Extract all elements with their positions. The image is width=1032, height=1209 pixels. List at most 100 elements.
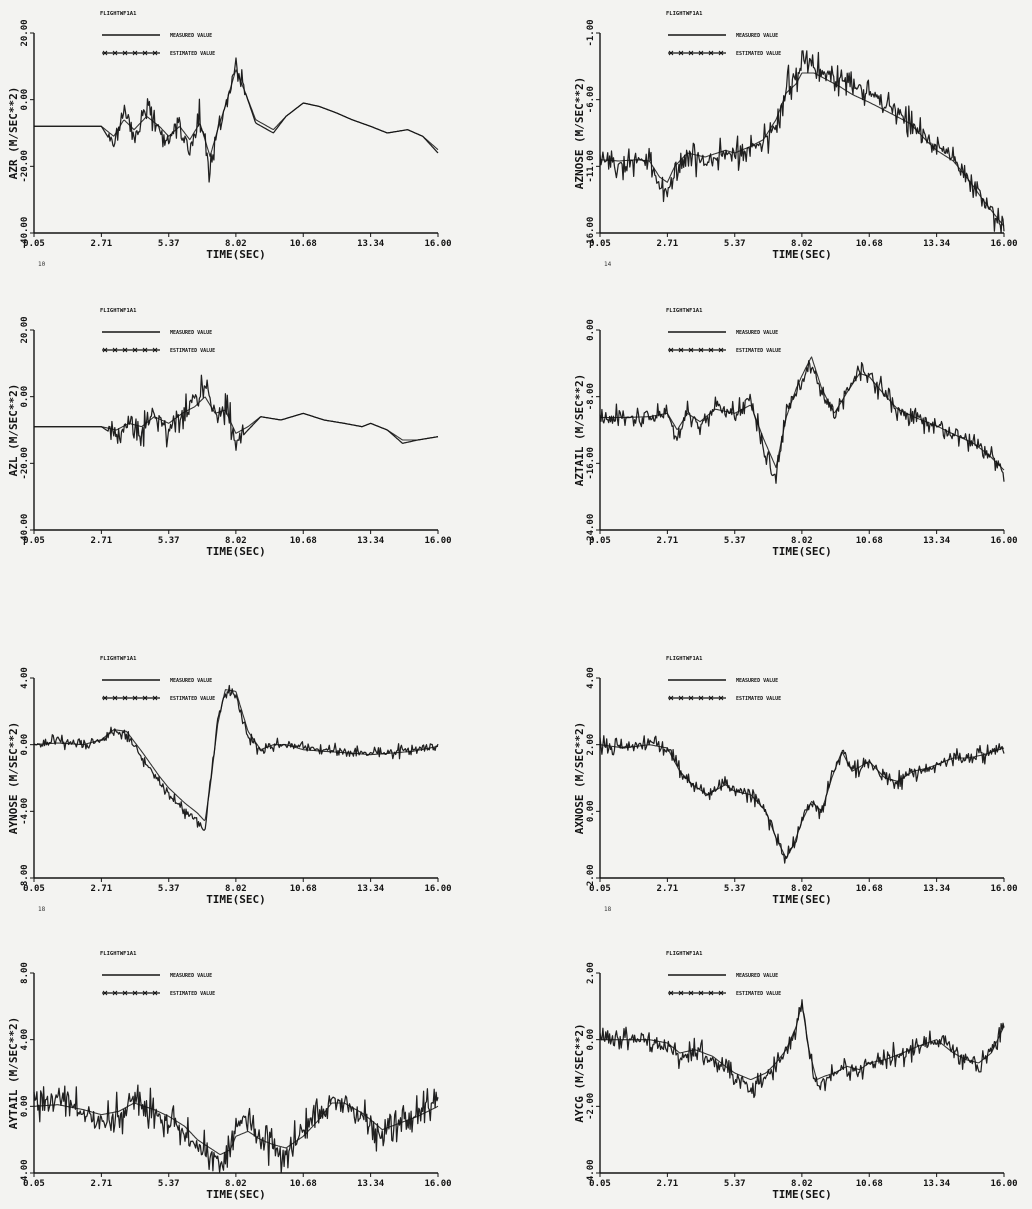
legend-estimated-marker	[688, 990, 694, 996]
legend-estimated-marker	[132, 990, 138, 996]
y-axis-label: AXNOSE (M/SEC**2)	[573, 722, 586, 835]
x-tick-label: 0.05	[589, 884, 611, 894]
x-tick-label: 0.05	[23, 239, 45, 249]
x-tick-label: 8.02	[791, 884, 813, 894]
legend-estimated-marker	[102, 695, 108, 701]
legend-estimated-marker	[132, 695, 138, 701]
x-tick-label: 0.05	[23, 884, 45, 894]
y-tick-label: -2.00	[586, 864, 596, 891]
x-tick-label: 10.68	[856, 536, 883, 546]
x-tick-label: 10.68	[856, 1179, 883, 1189]
y-tick-label: -4.00	[20, 798, 30, 825]
legend-estimated-marker	[112, 695, 118, 701]
y-tick-label: 0.00	[586, 800, 596, 822]
chart-svg-aytail: 0.05 2.71 5.37 8.02 10.68 13.34 16.00 TIME(SEC)…	[7, 951, 452, 1201]
legend-estimated-label: ESTIMATED VALUE	[170, 51, 215, 57]
series-measured-line	[34, 374, 439, 451]
y-axis-label: AZR (M/SEC**2)	[7, 87, 20, 180]
x-axis-label: TIME(SEC)	[772, 545, 832, 558]
legend-estimated-marker	[708, 695, 714, 701]
chart-panel-azl: 0.05 2.71 5.37 8.02 10.68 13.34 16.00 TIME(SEC)…	[0, 297, 460, 562]
series-estimated-line	[34, 1102, 439, 1155]
legend-estimated-marker	[102, 990, 108, 996]
x-tick-label: 0.05	[589, 1179, 611, 1189]
legend-estimated-marker	[152, 50, 158, 56]
chart-panel-axnose: 0.05 2.71 5.37 8.02 10.68 13.34 16.00 TIME(SEC)…	[566, 645, 1026, 913]
legend-estimated-marker	[142, 695, 148, 701]
x-tick-label: 13.34	[357, 239, 385, 249]
y-axis-label: AYTAIL (M/SEC**2)	[7, 1017, 20, 1130]
legend-estimated-marker	[132, 347, 138, 353]
series-measured-line	[599, 50, 1005, 234]
x-tick-label: 13.34	[357, 536, 385, 546]
x-axis-label: TIME(SEC)	[772, 893, 832, 906]
chart-svg-aznose: 0.05 2.71 5.37 8.02 10.68 13.34 16.00 TIME(SEC)…	[573, 11, 1018, 268]
legend-measured-label: MEASURED VALUE	[736, 330, 778, 336]
legend-estimated-marker	[112, 347, 118, 353]
x-axis-label: TIME(SEC)	[206, 545, 266, 558]
legend-estimated-label: ESTIMATED VALUE	[170, 348, 215, 354]
legend-estimated-marker	[678, 990, 684, 996]
y-tick-label: -40.00	[20, 217, 30, 250]
y-tick-label: 0.00	[20, 386, 30, 408]
x-tick-label: 5.37	[724, 239, 746, 249]
x-tick-label: 16.00	[990, 536, 1017, 546]
y-axis-label: AZNOSE (M/SEC**2)	[573, 77, 586, 190]
x-axis-label: TIME(SEC)	[206, 1188, 266, 1201]
legend-estimated-label: ESTIMATED VALUE	[736, 991, 781, 997]
x-tick-label: 0.05	[23, 536, 45, 546]
legend-estimated-marker	[718, 50, 724, 56]
legend-title: FLIGHTWF1A1	[666, 951, 703, 957]
legend-measured-label: MEASURED VALUE	[736, 33, 778, 39]
y-tick-label: 0.00	[20, 1095, 30, 1117]
x-tick-label: 5.37	[158, 884, 180, 894]
legend-estimated-label: ESTIMATED VALUE	[736, 696, 781, 702]
x-tick-label: 2.71	[657, 1179, 679, 1189]
legend-estimated-marker	[122, 695, 128, 701]
x-tick-label: 16.00	[424, 884, 451, 894]
x-tick-label: 0.05	[23, 1179, 45, 1189]
x-tick-label: 16.00	[990, 1179, 1017, 1189]
chart-svg-aztail: 0.05 2.71 5.37 8.02 10.68 13.34 16.00 TIME(SEC)…	[573, 308, 1018, 558]
series-measured-line	[33, 684, 439, 831]
legend-estimated-marker	[122, 50, 128, 56]
chart-panel-aycg: 0.05 2.71 5.37 8.02 10.68 13.34 16.00 TIME(SEC)…	[566, 940, 1026, 1205]
y-tick-label: 4.00	[20, 1029, 30, 1051]
series-estimated-line	[600, 356, 1005, 471]
x-axis-label: TIME(SEC)	[772, 248, 832, 261]
x-tick-label: 13.34	[357, 1179, 385, 1189]
y-tick-label: -2.00	[586, 1093, 596, 1120]
legend-estimated-marker	[698, 695, 704, 701]
y-axis-label: AZL (M/SEC**2)	[7, 384, 20, 477]
y-tick-label: -16.00	[586, 217, 596, 250]
legend-estimated-marker	[708, 50, 714, 56]
series-estimated-line	[600, 72, 1005, 227]
legend-estimated-marker	[718, 695, 724, 701]
legend-estimated-marker	[678, 50, 684, 56]
legend-title: FLIGHTWF1A1	[666, 656, 703, 662]
x-axis-label: TIME(SEC)	[206, 893, 266, 906]
chart-panel-aytail: 0.05 2.71 5.37 8.02 10.68 13.34 16.00 TIME(SEC)…	[0, 940, 460, 1205]
x-tick-label: 13.34	[923, 536, 951, 546]
x-tick-label: 5.37	[724, 884, 746, 894]
y-tick-label: 4.00	[20, 667, 30, 689]
legend-estimated-marker	[112, 990, 118, 996]
legend: FLIGHTWF1A1 MEASURED VALUE ESTIMATED VALUE	[100, 11, 215, 57]
legend-estimated-marker	[152, 695, 158, 701]
legend-estimated-marker	[708, 990, 714, 996]
x-tick-label: 5.37	[158, 536, 180, 546]
legend-estimated-marker	[668, 990, 674, 996]
legend-estimated-marker	[678, 695, 684, 701]
y-tick-label: 4.00	[586, 667, 596, 689]
legend-measured-label: MEASURED VALUE	[170, 330, 212, 336]
legend-estimated-marker	[688, 50, 694, 56]
legend-estimated-marker	[698, 50, 704, 56]
legend: FLIGHTWF1A1 MEASURED VALUE ESTIMATED VALUE	[100, 656, 215, 702]
legend-estimated-marker	[112, 50, 118, 56]
legend-estimated-marker	[142, 990, 148, 996]
legend-estimated-marker	[122, 990, 128, 996]
y-tick-label: 0.00	[20, 89, 30, 111]
legend: FLIGHTWF1A1 MEASURED VALUE ESTIMATED VALUE	[666, 11, 781, 57]
x-tick-label: 16.00	[424, 536, 451, 546]
legend-estimated-marker	[668, 347, 674, 353]
